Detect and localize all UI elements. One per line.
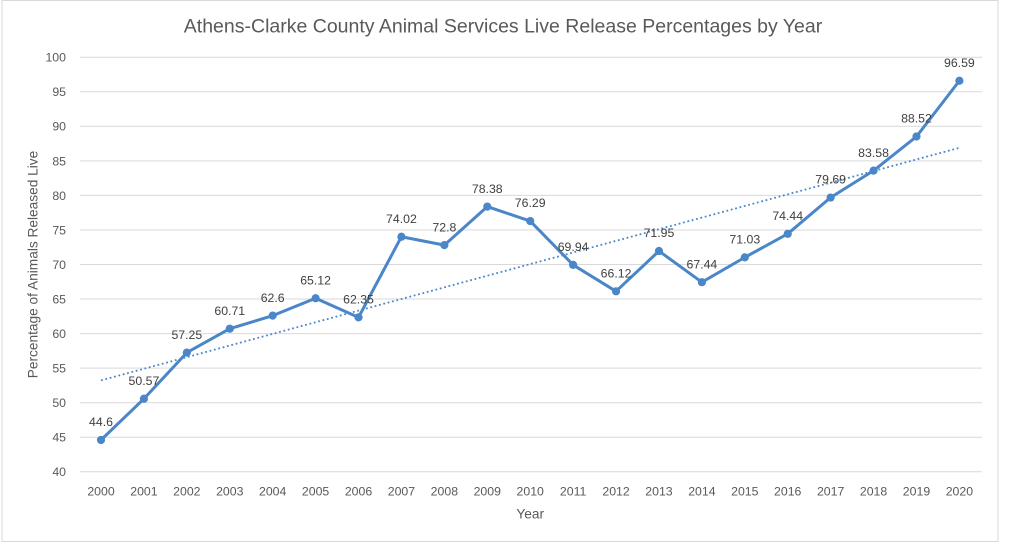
svg-text:72.8: 72.8 <box>432 220 456 234</box>
svg-text:65: 65 <box>52 292 66 306</box>
svg-text:60.71: 60.71 <box>214 304 245 318</box>
svg-text:2003: 2003 <box>216 485 244 499</box>
svg-text:65.12: 65.12 <box>300 273 331 287</box>
svg-text:83.58: 83.58 <box>858 146 889 160</box>
svg-text:50: 50 <box>52 396 66 410</box>
svg-text:62.6: 62.6 <box>261 291 285 305</box>
svg-text:2005: 2005 <box>302 485 330 499</box>
svg-text:55: 55 <box>52 362 66 376</box>
svg-text:76.29: 76.29 <box>515 196 546 210</box>
svg-text:2014: 2014 <box>688 485 716 499</box>
svg-text:62.35: 62.35 <box>343 293 374 307</box>
svg-text:96.59: 96.59 <box>944 56 975 70</box>
svg-text:2010: 2010 <box>517 485 545 499</box>
svg-text:2018: 2018 <box>860 485 888 499</box>
svg-text:2017: 2017 <box>817 485 845 499</box>
svg-text:2020: 2020 <box>946 485 974 499</box>
svg-text:69.94: 69.94 <box>558 240 589 254</box>
svg-text:2008: 2008 <box>431 485 459 499</box>
svg-text:44.6: 44.6 <box>89 415 113 429</box>
svg-text:2009: 2009 <box>474 485 502 499</box>
svg-text:95: 95 <box>52 85 66 99</box>
svg-text:90: 90 <box>52 120 66 134</box>
svg-text:2007: 2007 <box>388 485 416 499</box>
svg-text:45: 45 <box>52 431 66 445</box>
svg-text:2013: 2013 <box>645 485 673 499</box>
svg-text:2015: 2015 <box>731 485 759 499</box>
svg-text:67.44: 67.44 <box>686 257 717 271</box>
svg-text:2011: 2011 <box>560 485 587 499</box>
svg-text:2004: 2004 <box>259 485 287 499</box>
svg-text:2000: 2000 <box>87 485 115 499</box>
svg-text:75: 75 <box>52 223 66 237</box>
svg-text:100: 100 <box>45 51 66 65</box>
svg-text:2019: 2019 <box>903 485 931 499</box>
svg-text:80: 80 <box>52 189 66 203</box>
svg-text:78.38: 78.38 <box>472 182 503 196</box>
svg-text:2016: 2016 <box>774 485 802 499</box>
svg-text:2002: 2002 <box>173 485 201 499</box>
svg-text:74.02: 74.02 <box>386 212 417 226</box>
svg-text:Athens-Clarke County Animal Se: Athens-Clarke County Animal Services Liv… <box>184 15 823 37</box>
svg-text:60: 60 <box>52 327 66 341</box>
svg-text:66.12: 66.12 <box>601 267 632 281</box>
svg-text:57.25: 57.25 <box>171 328 202 342</box>
svg-text:70: 70 <box>52 258 66 272</box>
svg-text:Percentage of Animals Released: Percentage of Animals Released Live <box>26 151 41 379</box>
svg-text:71.03: 71.03 <box>729 233 760 247</box>
svg-text:88.52: 88.52 <box>901 112 932 126</box>
svg-text:2012: 2012 <box>602 485 630 499</box>
svg-text:79.69: 79.69 <box>815 173 846 187</box>
svg-text:2006: 2006 <box>345 485 373 499</box>
svg-text:85: 85 <box>52 154 66 168</box>
svg-text:71.95: 71.95 <box>644 226 675 240</box>
svg-text:2001: 2001 <box>130 485 158 499</box>
svg-text:Year: Year <box>516 506 544 521</box>
svg-text:50.57: 50.57 <box>129 374 160 388</box>
svg-text:74.44: 74.44 <box>772 209 803 223</box>
svg-text:40: 40 <box>52 465 66 479</box>
